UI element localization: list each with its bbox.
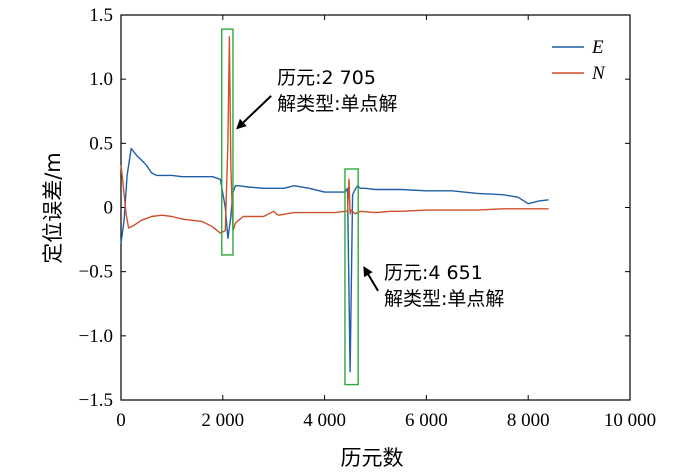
annotation-solution-type-1: 解类型:单点解 [277, 93, 397, 115]
plot-area: 0 2 000 4 000 6 000 8 000 10 000 −1.5 −1.0 −0.5 0… [79, 5, 657, 431]
x-tick-label: 6 000 [405, 410, 448, 431]
series-line-N [120, 36, 549, 234]
annotation-epoch-1: 历元:2 705 [277, 67, 376, 89]
y-tick-label: −0.5 [79, 262, 113, 283]
y-tick-label: −1.5 [79, 390, 113, 411]
annotation-epoch-2: 历元:4 651 [384, 262, 483, 284]
x-tick-label: 8 000 [507, 410, 550, 431]
x-tick-label: 10 000 [604, 410, 656, 431]
series-line-E [120, 147, 549, 373]
annotation-solution-type-2: 解类型:单点解 [384, 288, 504, 310]
y-tick-label: 1.0 [89, 69, 113, 90]
y-tick-label: 0 [104, 198, 114, 219]
x-tick-label: 0 [116, 410, 126, 431]
legend-label-N: N [591, 63, 606, 84]
highlight-box-1 [221, 28, 234, 256]
x-tick-label: 4 000 [303, 410, 346, 431]
y-tick-label: 1.5 [89, 5, 113, 26]
x-axis-label: 历元数 [341, 446, 404, 470]
y-tick-label: −1.0 [79, 326, 113, 347]
legend-label-E: E [591, 37, 604, 58]
annotation-arrow-2 [363, 266, 379, 292]
y-axis-label: 定位误差/m [41, 152, 65, 264]
x-tick-label: 2 000 [201, 410, 244, 431]
highlight-box-2 [344, 168, 359, 386]
y-tick-label: 0.5 [89, 133, 113, 154]
annotation-arrow-1 [236, 95, 272, 130]
